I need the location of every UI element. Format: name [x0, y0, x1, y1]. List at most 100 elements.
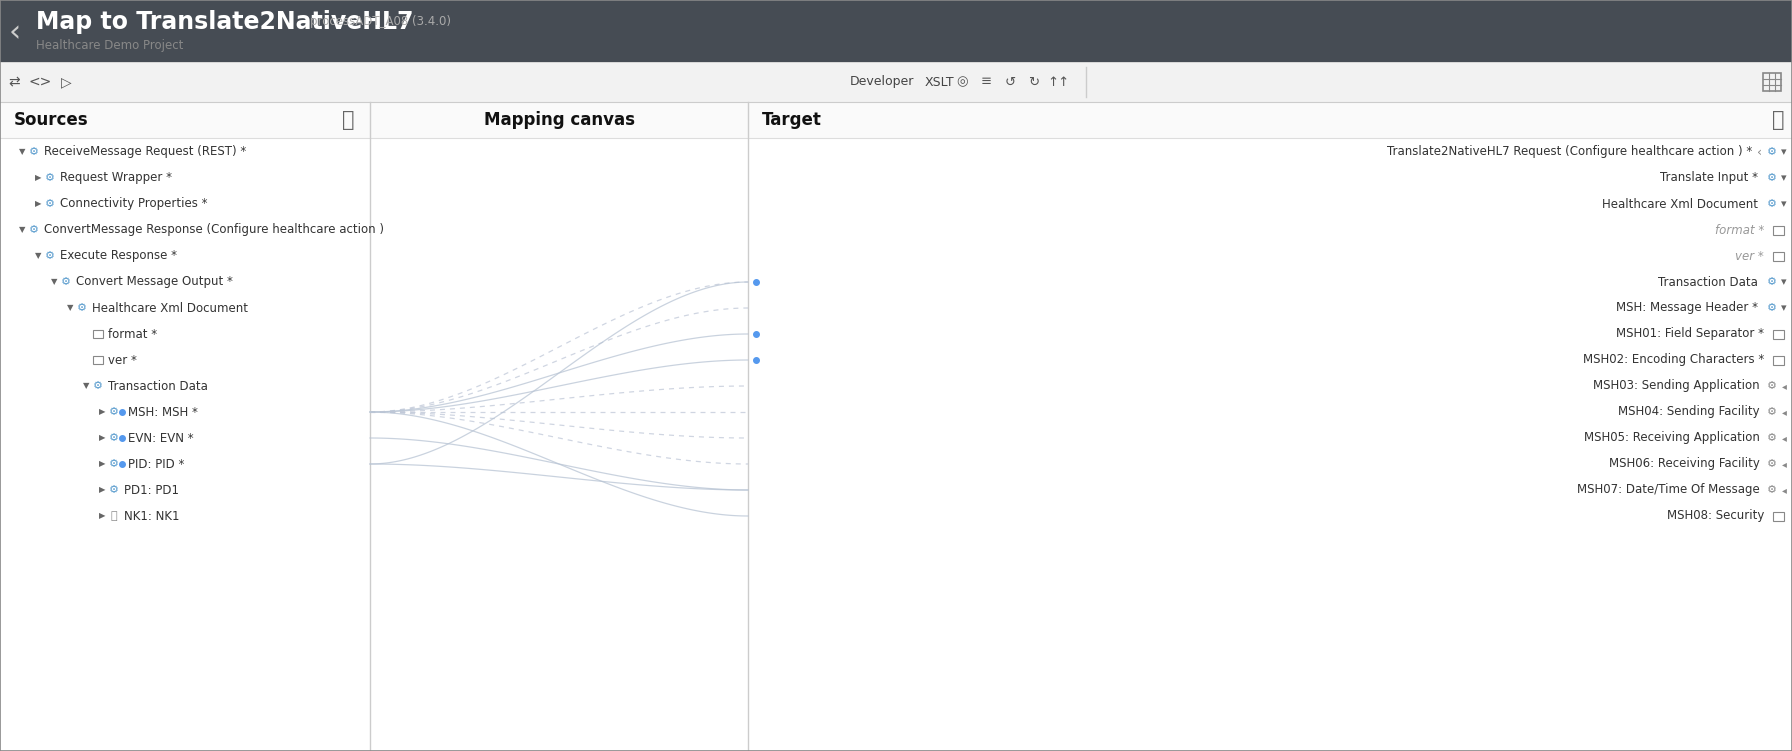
Text: MSH07: Date/Time Of Message: MSH07: Date/Time Of Message [1577, 484, 1760, 496]
Text: MSH02: Encoding Characters *: MSH02: Encoding Characters * [1582, 354, 1763, 366]
Text: ⚙: ⚙ [29, 225, 39, 235]
Text: MSH01: Field Separator *: MSH01: Field Separator * [1616, 327, 1763, 340]
Text: ▼: ▼ [18, 147, 25, 156]
Text: PD1: PD1: PD1: PD1 [124, 484, 179, 496]
Text: ⌕: ⌕ [342, 110, 355, 130]
Text: Mapping canvas: Mapping canvas [484, 111, 634, 129]
Bar [0, 0, 1792, 62]
Text: Connectivity Properties *: Connectivity Properties * [59, 198, 208, 210]
Text: ⚙: ⚙ [1767, 147, 1778, 157]
Text: ↑↑: ↑↑ [1047, 76, 1070, 89]
Text: ▶: ▶ [99, 433, 106, 442]
Text: Map to Translate2NativeHL7: Map to Translate2NativeHL7 [36, 10, 414, 34]
Text: ⚙: ⚙ [1767, 485, 1778, 495]
Bar [1763, 73, 1781, 91]
Text: ReceiveMessage Request (REST) *: ReceiveMessage Request (REST) * [45, 146, 246, 158]
Text: Healthcare Xml Document: Healthcare Xml Document [1602, 198, 1758, 210]
Text: ▼: ▼ [50, 278, 57, 286]
Text: Execute Response *: Execute Response * [59, 249, 177, 263]
Text: ▶: ▶ [99, 485, 106, 494]
Text: ▼: ▼ [34, 252, 41, 261]
Text: ⚙: ⚙ [1767, 277, 1778, 287]
Bar [1772, 252, 1783, 261]
Text: ▷: ▷ [61, 75, 72, 89]
Text: Translate Input *: Translate Input * [1659, 171, 1758, 185]
Text: ⌕: ⌕ [1772, 110, 1785, 130]
Text: ⚙: ⚙ [1767, 173, 1778, 183]
Text: ConvertMessage Response (Configure healthcare action ): ConvertMessage Response (Configure healt… [45, 224, 383, 237]
Text: MSH05: Receiving Application: MSH05: Receiving Application [1584, 432, 1760, 445]
Text: NK1: NK1: NK1: NK1 [124, 509, 179, 523]
Bar [1772, 330, 1783, 339]
Text: PID: PID *: PID: PID * [127, 457, 185, 470]
Text: ◂: ◂ [1781, 381, 1787, 391]
Bar [1772, 511, 1783, 520]
Text: ▼: ▼ [66, 303, 73, 312]
Text: Sources: Sources [14, 111, 88, 129]
Text: ▾: ▾ [1781, 277, 1787, 287]
Text: format *: format * [108, 327, 158, 340]
Text: ⚙: ⚙ [45, 199, 56, 209]
Text: Target: Target [762, 111, 823, 129]
Bar [93, 356, 102, 364]
Text: XSLT: XSLT [925, 76, 955, 89]
Text: MSH08: Security: MSH08: Security [1667, 509, 1763, 523]
Text: ▾: ▾ [1781, 199, 1787, 209]
Text: ver *: ver * [1735, 249, 1763, 263]
Text: ‹: ‹ [9, 19, 22, 47]
Text: Request Wrapper *: Request Wrapper * [59, 171, 172, 185]
Text: ⚙: ⚙ [1767, 433, 1778, 443]
Text: ⇄: ⇄ [9, 75, 20, 89]
Text: ⚙: ⚙ [1767, 199, 1778, 209]
Text: MSH: Message Header *: MSH: Message Header * [1616, 301, 1758, 315]
Text: processADT_A08 (3.4.0): processADT_A08 (3.4.0) [310, 16, 452, 29]
Text: ⚙: ⚙ [45, 251, 56, 261]
Text: Transaction Data: Transaction Data [1658, 276, 1758, 288]
Text: ⚙: ⚙ [45, 173, 56, 183]
Text: ◂: ◂ [1781, 485, 1787, 495]
Text: Transaction Data: Transaction Data [108, 379, 208, 393]
Bar [1772, 225, 1783, 234]
Text: ▶: ▶ [34, 173, 41, 182]
Text: ◂: ◂ [1781, 459, 1787, 469]
Text: EVN: EVN *: EVN: EVN * [127, 432, 194, 445]
Text: ≡: ≡ [980, 76, 991, 89]
Text: Healthcare Demo Project: Healthcare Demo Project [36, 40, 183, 53]
Text: ▼: ▼ [18, 225, 25, 234]
Text: ◂: ◂ [1781, 433, 1787, 443]
Text: format *: format * [1715, 224, 1763, 237]
Bar [1772, 355, 1783, 364]
Text: Convert Message Output *: Convert Message Output * [75, 276, 233, 288]
Text: ▶: ▶ [99, 408, 106, 417]
Text: ↻: ↻ [1029, 76, 1039, 89]
Text: Healthcare Xml Document: Healthcare Xml Document [91, 301, 247, 315]
Text: ⚙: ⚙ [1767, 303, 1778, 313]
Text: Translate2NativeHL7 Request (Configure healthcare action ) *: Translate2NativeHL7 Request (Configure h… [1387, 146, 1753, 158]
Text: ⚙: ⚙ [1767, 407, 1778, 417]
Text: MSH03: Sending Application: MSH03: Sending Application [1593, 379, 1760, 393]
Text: Developer: Developer [849, 76, 914, 89]
Text: ▶: ▶ [99, 511, 106, 520]
Bar [93, 330, 102, 338]
Text: ⚙: ⚙ [29, 147, 39, 157]
Text: ▾: ▾ [1781, 303, 1787, 313]
Bar [0, 102, 1792, 138]
Text: ↺: ↺ [1005, 76, 1016, 89]
Text: ▾: ▾ [1781, 147, 1787, 157]
Text: ▼: ▼ [82, 382, 90, 391]
Text: ‹: ‹ [1758, 146, 1763, 158]
Text: ver *: ver * [108, 354, 136, 366]
Text: ◂: ◂ [1781, 407, 1787, 417]
Text: ▶: ▶ [34, 200, 41, 209]
Text: ⚙: ⚙ [109, 459, 118, 469]
Text: ⚙: ⚙ [1767, 381, 1778, 391]
Text: ▾: ▾ [1781, 173, 1787, 183]
Bar [0, 62, 1792, 102]
Text: ⚙: ⚙ [93, 381, 102, 391]
Text: MSH06: Receiving Facility: MSH06: Receiving Facility [1609, 457, 1760, 470]
Text: MSH: MSH *: MSH: MSH * [127, 406, 197, 418]
Text: ⚙: ⚙ [109, 407, 118, 417]
Text: ⚙: ⚙ [109, 485, 118, 495]
Text: ▶: ▶ [99, 460, 106, 469]
Text: MSH04: Sending Facility: MSH04: Sending Facility [1618, 406, 1760, 418]
